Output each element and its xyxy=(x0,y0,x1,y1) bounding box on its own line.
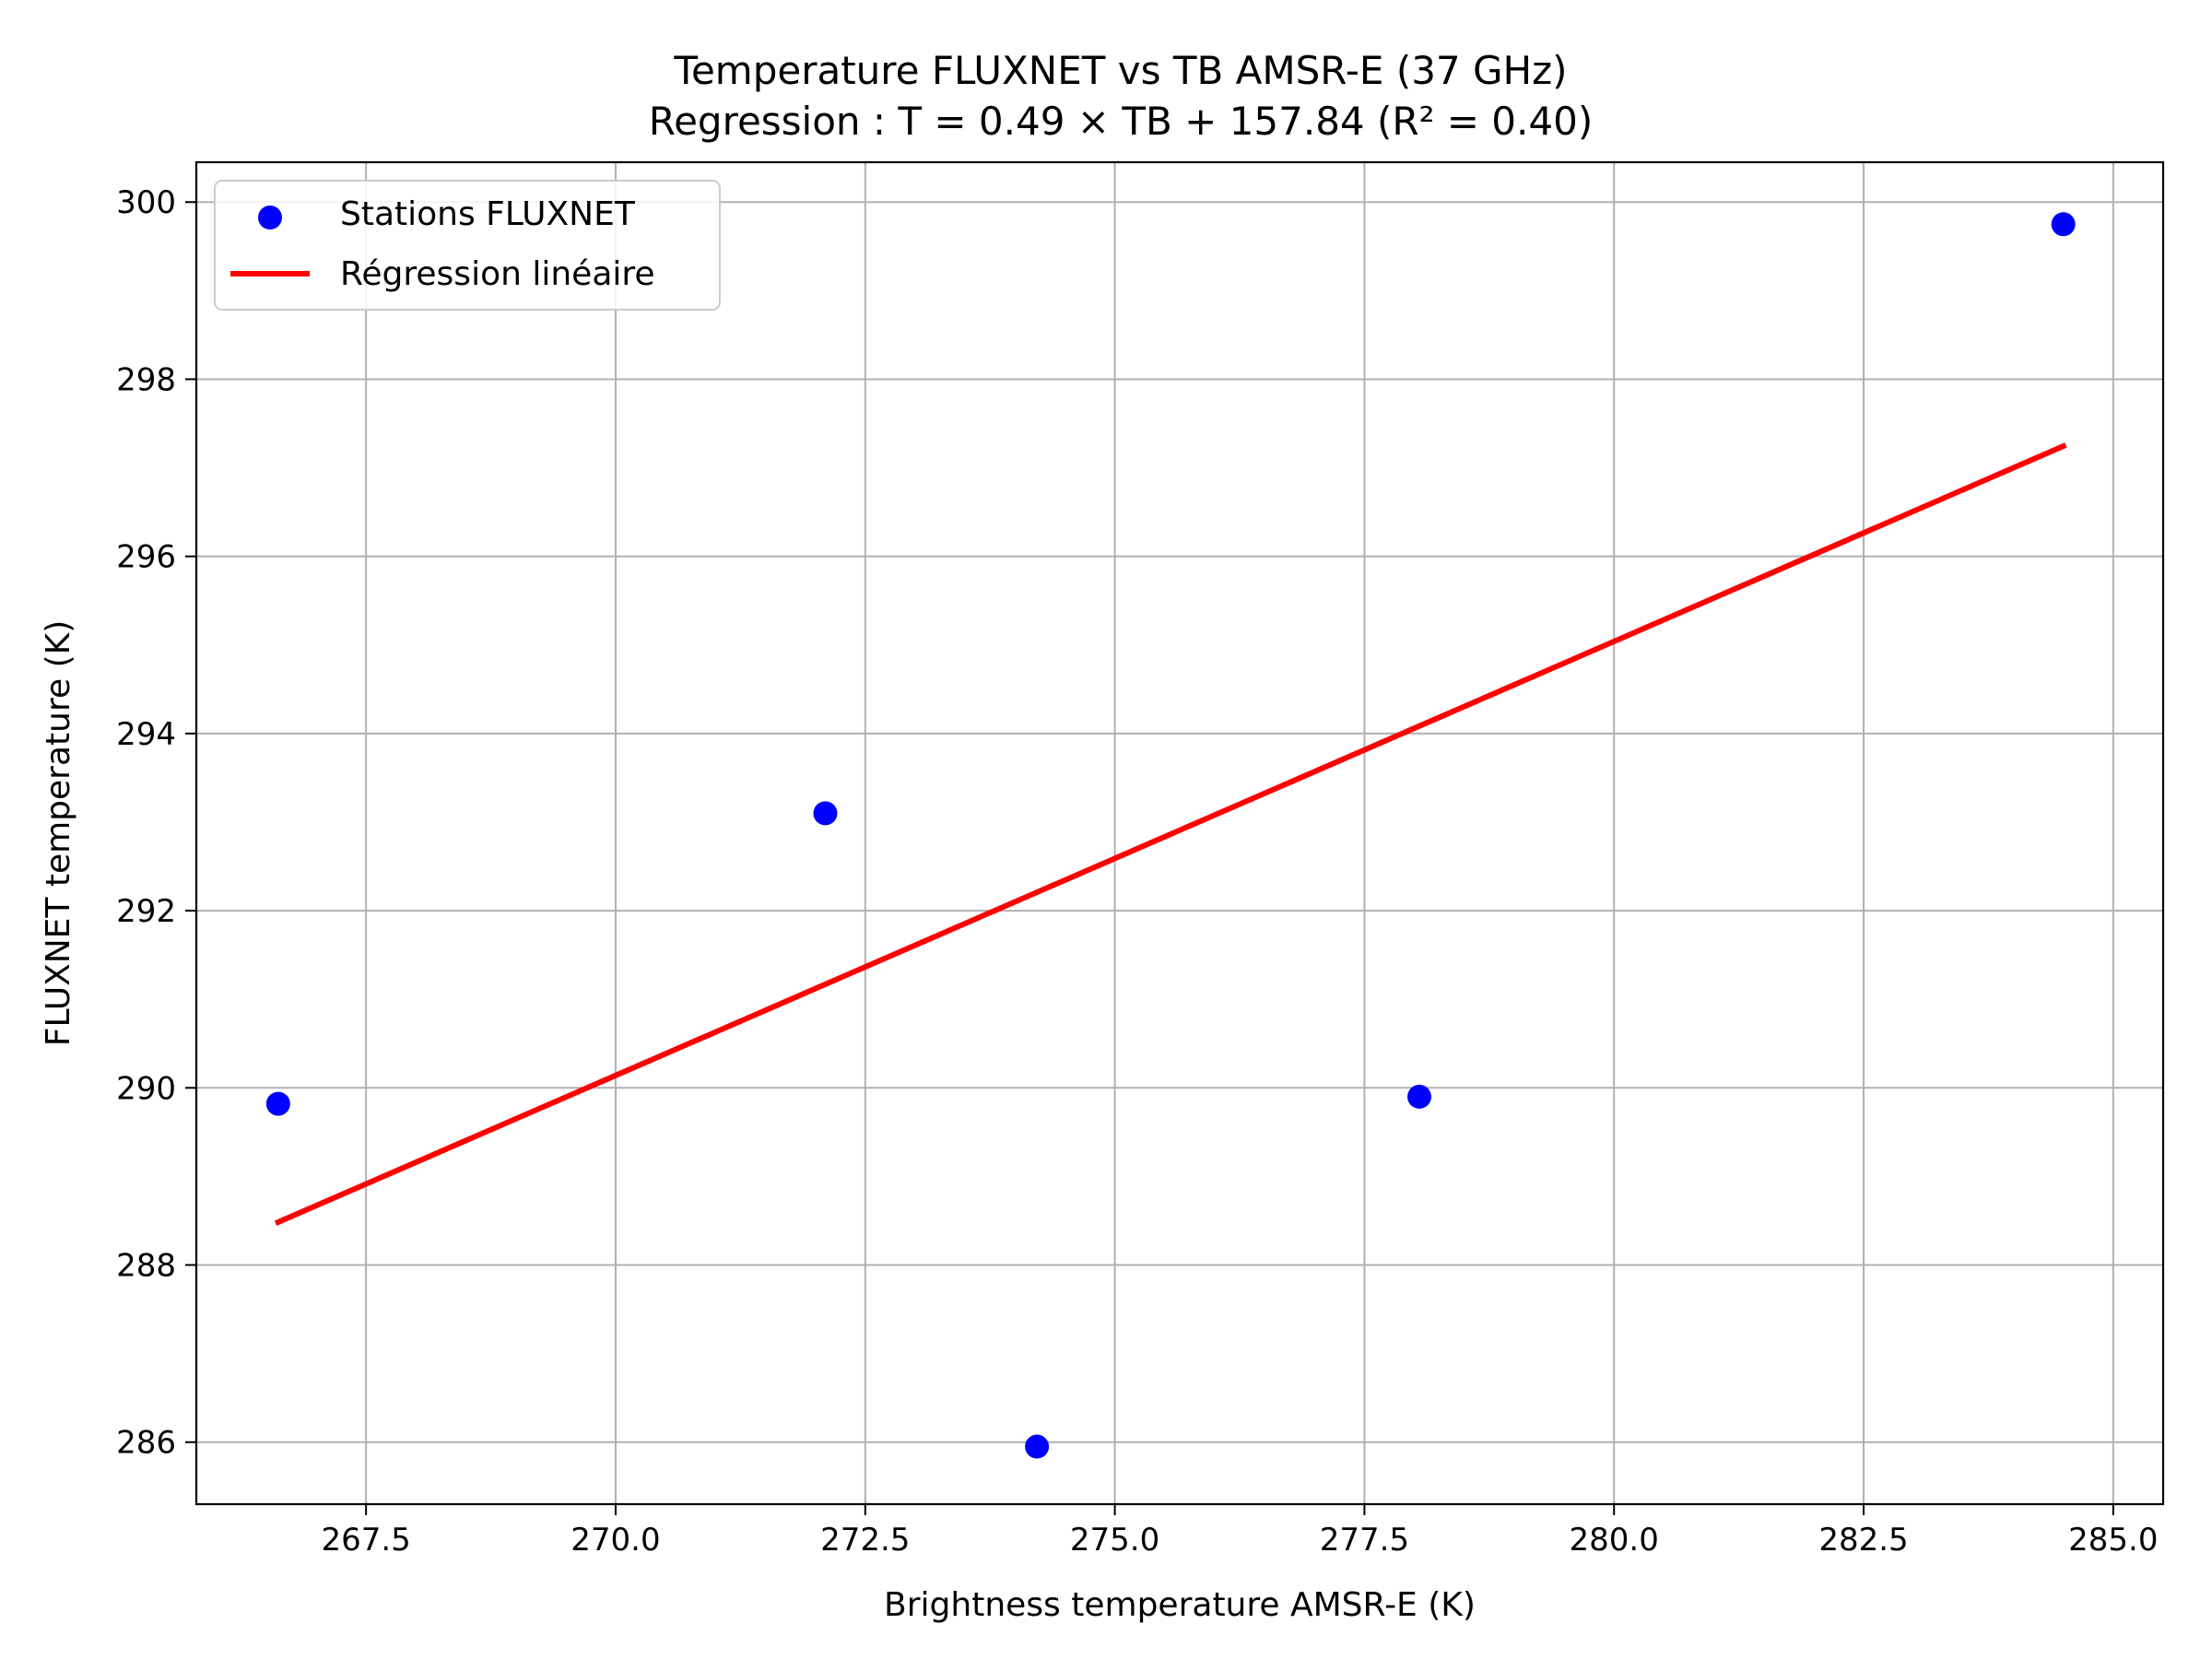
station-point xyxy=(2051,212,2076,237)
legend-box xyxy=(214,180,721,311)
station-point xyxy=(1025,1434,1050,1459)
y-tick-label: 292 xyxy=(116,893,176,930)
legend-label-stations: Stations FLUXNET xyxy=(340,195,636,233)
x-tick-label: 280.0 xyxy=(1570,1522,1659,1559)
legend: Stations FLUXNET Régression linéaire xyxy=(214,180,721,311)
station-point xyxy=(813,801,838,826)
legend-scatter-marker xyxy=(258,206,282,229)
y-tick-label: 298 xyxy=(116,361,176,398)
x-tick-label: 275.0 xyxy=(1070,1522,1159,1559)
y-tick-label: 296 xyxy=(116,539,176,576)
regression-layer xyxy=(274,442,2067,1226)
plot-frame xyxy=(194,160,2165,1506)
y-tick-label: 300 xyxy=(116,184,176,221)
y-tick-label: 286 xyxy=(116,1425,176,1462)
x-tick-label: 272.5 xyxy=(820,1522,910,1559)
legend-label-regression: Régression linéaire xyxy=(340,255,655,293)
x-axis-label: Brightness temperature AMSR-E (K) xyxy=(884,1586,1476,1624)
x-tick-label: 282.5 xyxy=(1818,1522,1908,1559)
y-tick-label: 288 xyxy=(116,1248,176,1285)
y-tick-label: 290 xyxy=(116,1070,176,1107)
points-layer xyxy=(265,212,2076,1459)
y-axis-label: FLUXNET temperature (K) xyxy=(40,620,77,1047)
grid-layer xyxy=(196,162,2163,1504)
chart-title: Temperature FLUXNET vs TB AMSR-E (37 GHz… xyxy=(673,48,1567,93)
y-tick-label: 294 xyxy=(116,716,176,753)
x-tick-label: 270.0 xyxy=(571,1522,660,1559)
x-tick-label: 277.5 xyxy=(1320,1522,1409,1559)
x-tick-label: 285.0 xyxy=(2068,1522,2158,1559)
x-tick-label: 267.5 xyxy=(321,1522,410,1559)
chart-subtitle: Regression : T = 0.49 × TB + 157.84 (R² … xyxy=(649,99,1593,144)
regression-line xyxy=(274,442,2067,1226)
station-point xyxy=(265,1091,290,1116)
station-point xyxy=(1406,1084,1431,1109)
ticks-layer: 267.5 270.0 272.5 275.0 277.5 280.0 282.5 285.0… xyxy=(116,184,2158,1559)
